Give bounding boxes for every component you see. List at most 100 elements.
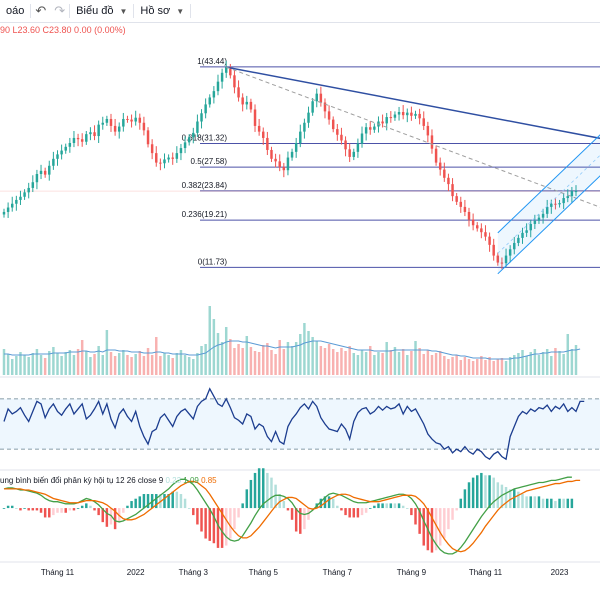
volume-bar xyxy=(68,350,72,375)
volume-bar xyxy=(451,357,454,375)
macd-histogram-bar xyxy=(410,508,413,516)
candle-body xyxy=(15,199,18,204)
volume-bar xyxy=(43,358,47,375)
volume-bar xyxy=(476,359,479,375)
volume-bar xyxy=(15,356,18,375)
candle-body xyxy=(130,119,133,122)
x-axis-tick-label: Tháng 9 xyxy=(397,568,427,577)
volume-bar xyxy=(500,358,504,375)
candle-body xyxy=(76,137,80,140)
redo-icon[interactable]: ↷ xyxy=(54,3,66,18)
candle-body xyxy=(327,111,331,120)
profile-menu-button[interactable]: Hồ sơ ▼ xyxy=(134,0,190,22)
macd-histogram-bar xyxy=(290,508,294,520)
macd-histogram-bar xyxy=(126,505,129,509)
macd-histogram-bar xyxy=(517,491,520,509)
macd-histogram-bar xyxy=(508,489,512,509)
candle-body xyxy=(492,244,495,256)
macd-histogram-bar xyxy=(212,508,216,544)
macd-histogram-bar xyxy=(200,508,203,532)
candle-body xyxy=(187,137,191,143)
candle-body xyxy=(183,142,187,149)
macd-histogram-bar xyxy=(397,503,401,509)
candle-body xyxy=(109,118,113,126)
volume-bar xyxy=(488,357,491,375)
candle-body xyxy=(319,93,323,103)
macd-histogram-bar xyxy=(385,503,388,509)
candle-body xyxy=(294,143,298,152)
candle-body xyxy=(97,124,100,137)
macd-histogram-bar xyxy=(64,508,67,513)
macd-histogram-bar xyxy=(459,498,463,509)
candle-body xyxy=(52,158,55,166)
macd-histogram-bar xyxy=(43,508,47,518)
candle-body xyxy=(60,150,63,155)
candle-body xyxy=(200,113,203,122)
macd-histogram-bar xyxy=(134,498,137,509)
candle-body xyxy=(545,206,549,214)
candle-body xyxy=(480,228,483,233)
volume-bar xyxy=(179,350,183,375)
candle-body xyxy=(422,118,425,126)
volume-bar xyxy=(262,345,265,375)
candle-body xyxy=(27,187,30,193)
volume-bar xyxy=(142,356,146,375)
macd-histogram-bar xyxy=(220,508,224,548)
candle-body xyxy=(117,126,121,132)
macd-histogram-bar xyxy=(356,508,360,518)
x-axis-tick-label: 2023 xyxy=(551,568,569,577)
volume-bar xyxy=(220,342,224,375)
macd-legend-value: 0.23 xyxy=(165,476,183,485)
macd-histogram-bar xyxy=(19,508,22,511)
channel-lower-line xyxy=(497,175,600,275)
candle-body xyxy=(410,112,413,116)
candle-body xyxy=(476,225,479,229)
macd-histogram-bar xyxy=(303,508,306,530)
volume-bar xyxy=(10,359,14,375)
macd-histogram-bar xyxy=(6,505,10,509)
volume-bar xyxy=(471,361,475,375)
volume-bar xyxy=(496,359,500,375)
volume-bar xyxy=(533,349,537,375)
macd-histogram-bar xyxy=(550,498,553,509)
macd-histogram-bar xyxy=(216,508,220,548)
volume-bar xyxy=(566,334,570,375)
volume-ma-line xyxy=(4,340,581,360)
volume-bar xyxy=(278,340,281,375)
candle-body xyxy=(48,165,51,175)
candle-body xyxy=(352,151,356,157)
volume-bar xyxy=(109,352,113,375)
volume-bar xyxy=(513,355,516,375)
macd-histogram-bar xyxy=(233,508,236,530)
macd-histogram-bar xyxy=(352,508,356,518)
macd-histogram-bar xyxy=(422,508,425,546)
candle-body xyxy=(418,113,421,119)
volume-bar xyxy=(64,352,67,375)
indicator-menu-label: oáo xyxy=(6,5,25,17)
candle-body xyxy=(113,125,117,132)
volume-bar xyxy=(200,346,203,375)
candle-body xyxy=(447,177,450,185)
candle-body xyxy=(253,109,257,126)
chart-menu-label: Biểu đồ xyxy=(76,5,114,17)
candle-body xyxy=(311,101,314,113)
volume-bar xyxy=(290,346,294,375)
volume-bar xyxy=(364,352,368,375)
volume-bar xyxy=(19,352,22,375)
macd-histogram-bar xyxy=(76,508,80,509)
macd-histogram-bar xyxy=(187,508,191,509)
chart-menu-button[interactable]: Biểu đồ ▼ xyxy=(70,0,133,22)
macd-histogram-bar xyxy=(364,508,368,513)
candle-body xyxy=(101,122,104,125)
chevron-down-icon: ▼ xyxy=(119,6,128,16)
candle-body xyxy=(344,140,347,150)
candle-body xyxy=(35,174,39,183)
volume-bar xyxy=(23,355,26,375)
indicator-menu[interactable]: oáo xyxy=(0,0,30,22)
volume-bar xyxy=(480,356,483,375)
undo-icon[interactable]: ↶ xyxy=(35,3,47,18)
macd-histogram-bar xyxy=(282,501,286,509)
macd-histogram-bar xyxy=(525,496,528,509)
candle-body xyxy=(348,149,351,157)
